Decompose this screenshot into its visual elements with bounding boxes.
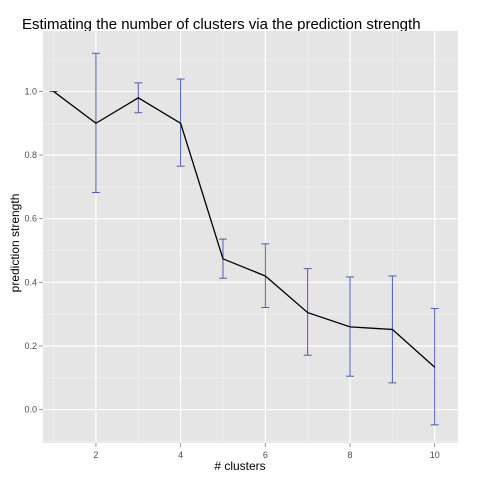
x-axis-title: # clusters — [214, 459, 265, 473]
x-tick-label: 4 — [178, 450, 183, 460]
y-tick-label: 0.6 — [24, 214, 37, 224]
x-axis-tick-labels: 2 4 6 8 10 — [93, 450, 439, 460]
y-tick-label: 0.8 — [24, 150, 37, 160]
x-tick-label: 8 — [348, 450, 353, 460]
y-axis-title: prediction strength — [8, 194, 22, 293]
y-axis-tick-labels: 0.0 0.2 0.4 0.6 0.8 1.0 — [24, 86, 37, 414]
chart-title: Estimating the number of clusters via th… — [22, 16, 421, 33]
y-tick-label: 0.2 — [24, 341, 37, 351]
major-gridlines — [43, 31, 458, 443]
y-tick-label: 0.4 — [24, 277, 37, 287]
y-axis-ticks — [39, 91, 43, 410]
series-line — [53, 90, 436, 368]
y-tick-label: 1.0 — [24, 86, 37, 96]
x-tick-label: 10 — [430, 450, 440, 460]
x-axis-ticks — [95, 443, 436, 447]
plot-panel — [43, 31, 458, 443]
x-tick-label: 6 — [263, 450, 268, 460]
x-tick-label: 2 — [93, 450, 98, 460]
y-tick-label: 0.0 — [24, 405, 37, 415]
